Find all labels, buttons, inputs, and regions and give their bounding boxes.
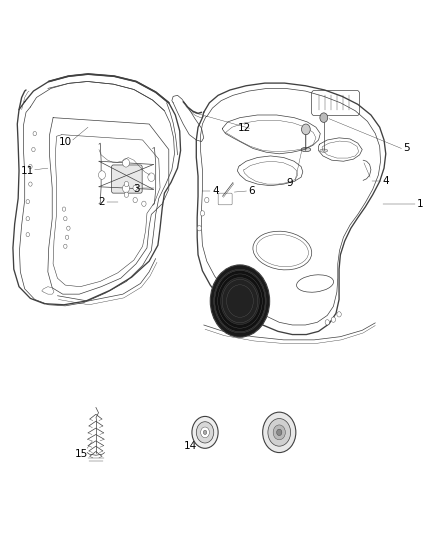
Circle shape bbox=[148, 173, 155, 181]
Circle shape bbox=[28, 182, 32, 186]
Circle shape bbox=[200, 211, 205, 216]
Circle shape bbox=[133, 197, 138, 203]
Text: 10: 10 bbox=[59, 136, 72, 147]
Circle shape bbox=[142, 201, 146, 206]
Circle shape bbox=[67, 226, 70, 230]
Ellipse shape bbox=[301, 148, 311, 152]
Text: 9: 9 bbox=[286, 177, 293, 188]
Circle shape bbox=[201, 427, 209, 438]
Text: 4: 4 bbox=[382, 176, 389, 187]
Text: 5: 5 bbox=[403, 143, 410, 154]
Text: 11: 11 bbox=[21, 166, 35, 176]
Circle shape bbox=[221, 278, 259, 325]
Circle shape bbox=[123, 159, 130, 167]
Circle shape bbox=[210, 265, 270, 337]
Text: 12: 12 bbox=[238, 123, 251, 133]
Circle shape bbox=[28, 165, 32, 168]
Circle shape bbox=[99, 171, 106, 179]
Circle shape bbox=[64, 216, 67, 221]
FancyBboxPatch shape bbox=[218, 193, 232, 205]
Text: 15: 15 bbox=[75, 449, 88, 458]
Circle shape bbox=[65, 235, 69, 239]
Circle shape bbox=[133, 185, 138, 190]
Circle shape bbox=[331, 317, 336, 322]
FancyBboxPatch shape bbox=[311, 91, 360, 116]
Circle shape bbox=[273, 425, 286, 440]
Circle shape bbox=[33, 132, 36, 136]
Circle shape bbox=[26, 199, 29, 204]
Circle shape bbox=[124, 192, 129, 197]
Circle shape bbox=[337, 312, 341, 317]
Text: 3: 3 bbox=[134, 184, 140, 195]
Circle shape bbox=[192, 416, 218, 448]
Circle shape bbox=[64, 244, 67, 248]
Circle shape bbox=[277, 429, 282, 435]
Circle shape bbox=[32, 148, 35, 152]
Circle shape bbox=[205, 197, 209, 203]
FancyBboxPatch shape bbox=[112, 165, 142, 193]
Text: 1: 1 bbox=[417, 199, 423, 209]
Text: 14: 14 bbox=[184, 441, 197, 451]
Circle shape bbox=[26, 216, 29, 221]
Circle shape bbox=[123, 184, 130, 192]
Ellipse shape bbox=[320, 149, 328, 152]
Circle shape bbox=[320, 113, 328, 123]
Circle shape bbox=[263, 412, 296, 453]
Circle shape bbox=[325, 320, 329, 325]
Circle shape bbox=[301, 124, 310, 135]
Circle shape bbox=[215, 270, 265, 332]
Circle shape bbox=[196, 422, 214, 443]
Ellipse shape bbox=[253, 231, 312, 270]
Text: 13: 13 bbox=[272, 441, 286, 451]
Ellipse shape bbox=[297, 275, 334, 292]
Text: 2: 2 bbox=[99, 197, 105, 207]
Circle shape bbox=[268, 418, 290, 446]
Circle shape bbox=[197, 225, 201, 231]
Circle shape bbox=[26, 232, 29, 237]
Text: 6: 6 bbox=[248, 186, 255, 196]
Circle shape bbox=[62, 207, 66, 211]
Text: 4: 4 bbox=[212, 186, 219, 196]
Circle shape bbox=[203, 430, 207, 434]
Circle shape bbox=[124, 181, 129, 187]
